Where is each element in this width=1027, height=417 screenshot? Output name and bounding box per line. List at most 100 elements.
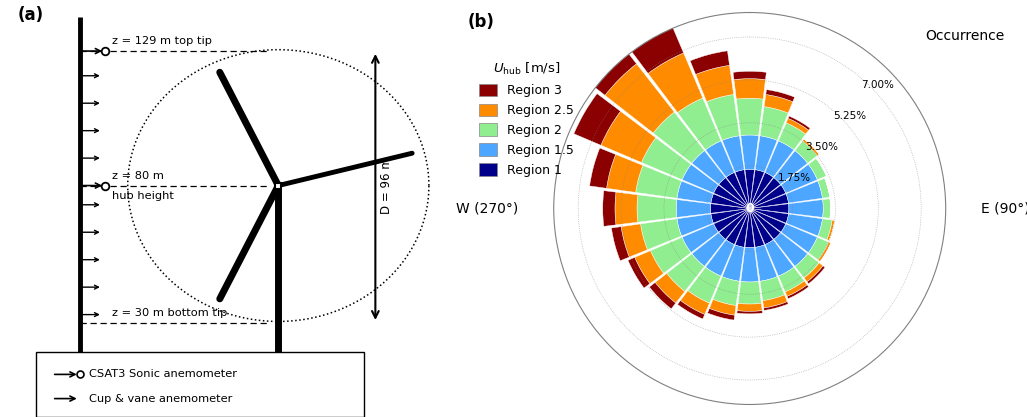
Bar: [711, 204, 750, 213]
Bar: [765, 141, 794, 177]
Bar: [692, 151, 725, 184]
Bar: [682, 164, 719, 193]
Bar: [681, 291, 710, 314]
Bar: [733, 71, 766, 80]
Bar: [750, 208, 786, 232]
Bar: [808, 158, 827, 180]
Bar: [750, 208, 781, 239]
Bar: [781, 164, 817, 193]
Bar: [707, 95, 739, 141]
Bar: [735, 208, 750, 247]
Bar: [795, 141, 817, 163]
Bar: [745, 169, 755, 208]
Legend: Region 3, Region 2.5, Region 2, Region 1.5, Region 1: Region 3, Region 2.5, Region 2, Region 1…: [473, 56, 579, 182]
Bar: [807, 266, 825, 284]
Bar: [677, 181, 714, 203]
Bar: [740, 135, 759, 170]
Bar: [786, 118, 808, 134]
Bar: [778, 123, 806, 150]
Bar: [605, 64, 675, 133]
Bar: [737, 311, 762, 314]
Bar: [695, 65, 733, 102]
Bar: [786, 214, 823, 236]
Bar: [827, 220, 835, 241]
Text: CSAT3 Sonic anemometer: CSAT3 Sonic anemometer: [88, 369, 237, 379]
Bar: [819, 242, 831, 261]
Bar: [648, 53, 702, 113]
Bar: [667, 254, 705, 291]
Bar: [817, 178, 830, 198]
Text: Cup & vane anemometer: Cup & vane anemometer: [88, 394, 232, 404]
Bar: [726, 208, 750, 245]
Bar: [781, 224, 817, 253]
Bar: [738, 281, 761, 304]
Bar: [755, 136, 777, 172]
Bar: [635, 251, 663, 284]
Bar: [750, 208, 773, 245]
Bar: [755, 245, 777, 281]
Bar: [708, 309, 734, 320]
Bar: [621, 224, 647, 257]
Bar: [655, 274, 685, 303]
Text: hub height: hub height: [112, 191, 174, 201]
Bar: [676, 200, 711, 217]
Text: z = 129 m top tip: z = 129 m top tip: [112, 36, 212, 46]
Bar: [789, 200, 824, 217]
Bar: [764, 95, 793, 113]
Bar: [570, 29, 637, 95]
Bar: [650, 237, 691, 273]
Bar: [735, 170, 750, 208]
Bar: [795, 254, 820, 278]
Bar: [641, 219, 682, 250]
Bar: [627, 257, 650, 288]
Bar: [760, 276, 785, 301]
Bar: [802, 139, 820, 156]
Bar: [637, 195, 677, 222]
Bar: [808, 237, 829, 260]
Bar: [607, 154, 643, 192]
Bar: [688, 267, 721, 303]
Bar: [677, 214, 714, 236]
Bar: [601, 111, 656, 163]
Bar: [763, 295, 788, 308]
Text: W (270°): W (270°): [456, 201, 519, 216]
Bar: [786, 181, 823, 203]
Bar: [823, 198, 831, 219]
Text: D = 96 m: D = 96 m: [380, 157, 393, 214]
Bar: [678, 98, 721, 150]
Text: (b): (b): [467, 13, 494, 30]
Bar: [740, 247, 759, 282]
Bar: [706, 141, 734, 177]
FancyBboxPatch shape: [36, 352, 364, 417]
Bar: [786, 281, 807, 296]
Text: z = 80 m: z = 80 m: [112, 171, 164, 181]
Bar: [719, 208, 750, 239]
Bar: [603, 191, 616, 226]
Bar: [778, 267, 804, 292]
Bar: [574, 93, 620, 145]
Text: 3.50%: 3.50%: [805, 142, 838, 152]
Bar: [764, 301, 788, 310]
Text: Occurrence: Occurrence: [925, 29, 1004, 43]
Bar: [804, 263, 823, 282]
Bar: [734, 79, 765, 99]
Text: E (90°): E (90°): [981, 201, 1027, 216]
Bar: [745, 208, 755, 248]
Bar: [714, 208, 750, 232]
Bar: [787, 285, 808, 299]
Bar: [737, 303, 762, 311]
Bar: [722, 245, 745, 281]
Bar: [629, 24, 684, 73]
Bar: [726, 172, 750, 208]
Text: 0: 0: [746, 202, 754, 215]
Bar: [722, 136, 745, 172]
Text: 7.00%: 7.00%: [861, 80, 893, 90]
Bar: [636, 166, 682, 198]
Bar: [750, 172, 773, 208]
Bar: [760, 107, 788, 141]
Text: 1.75%: 1.75%: [777, 173, 810, 183]
Bar: [714, 185, 750, 208]
Bar: [774, 233, 807, 266]
Bar: [611, 226, 630, 261]
Bar: [642, 138, 691, 180]
